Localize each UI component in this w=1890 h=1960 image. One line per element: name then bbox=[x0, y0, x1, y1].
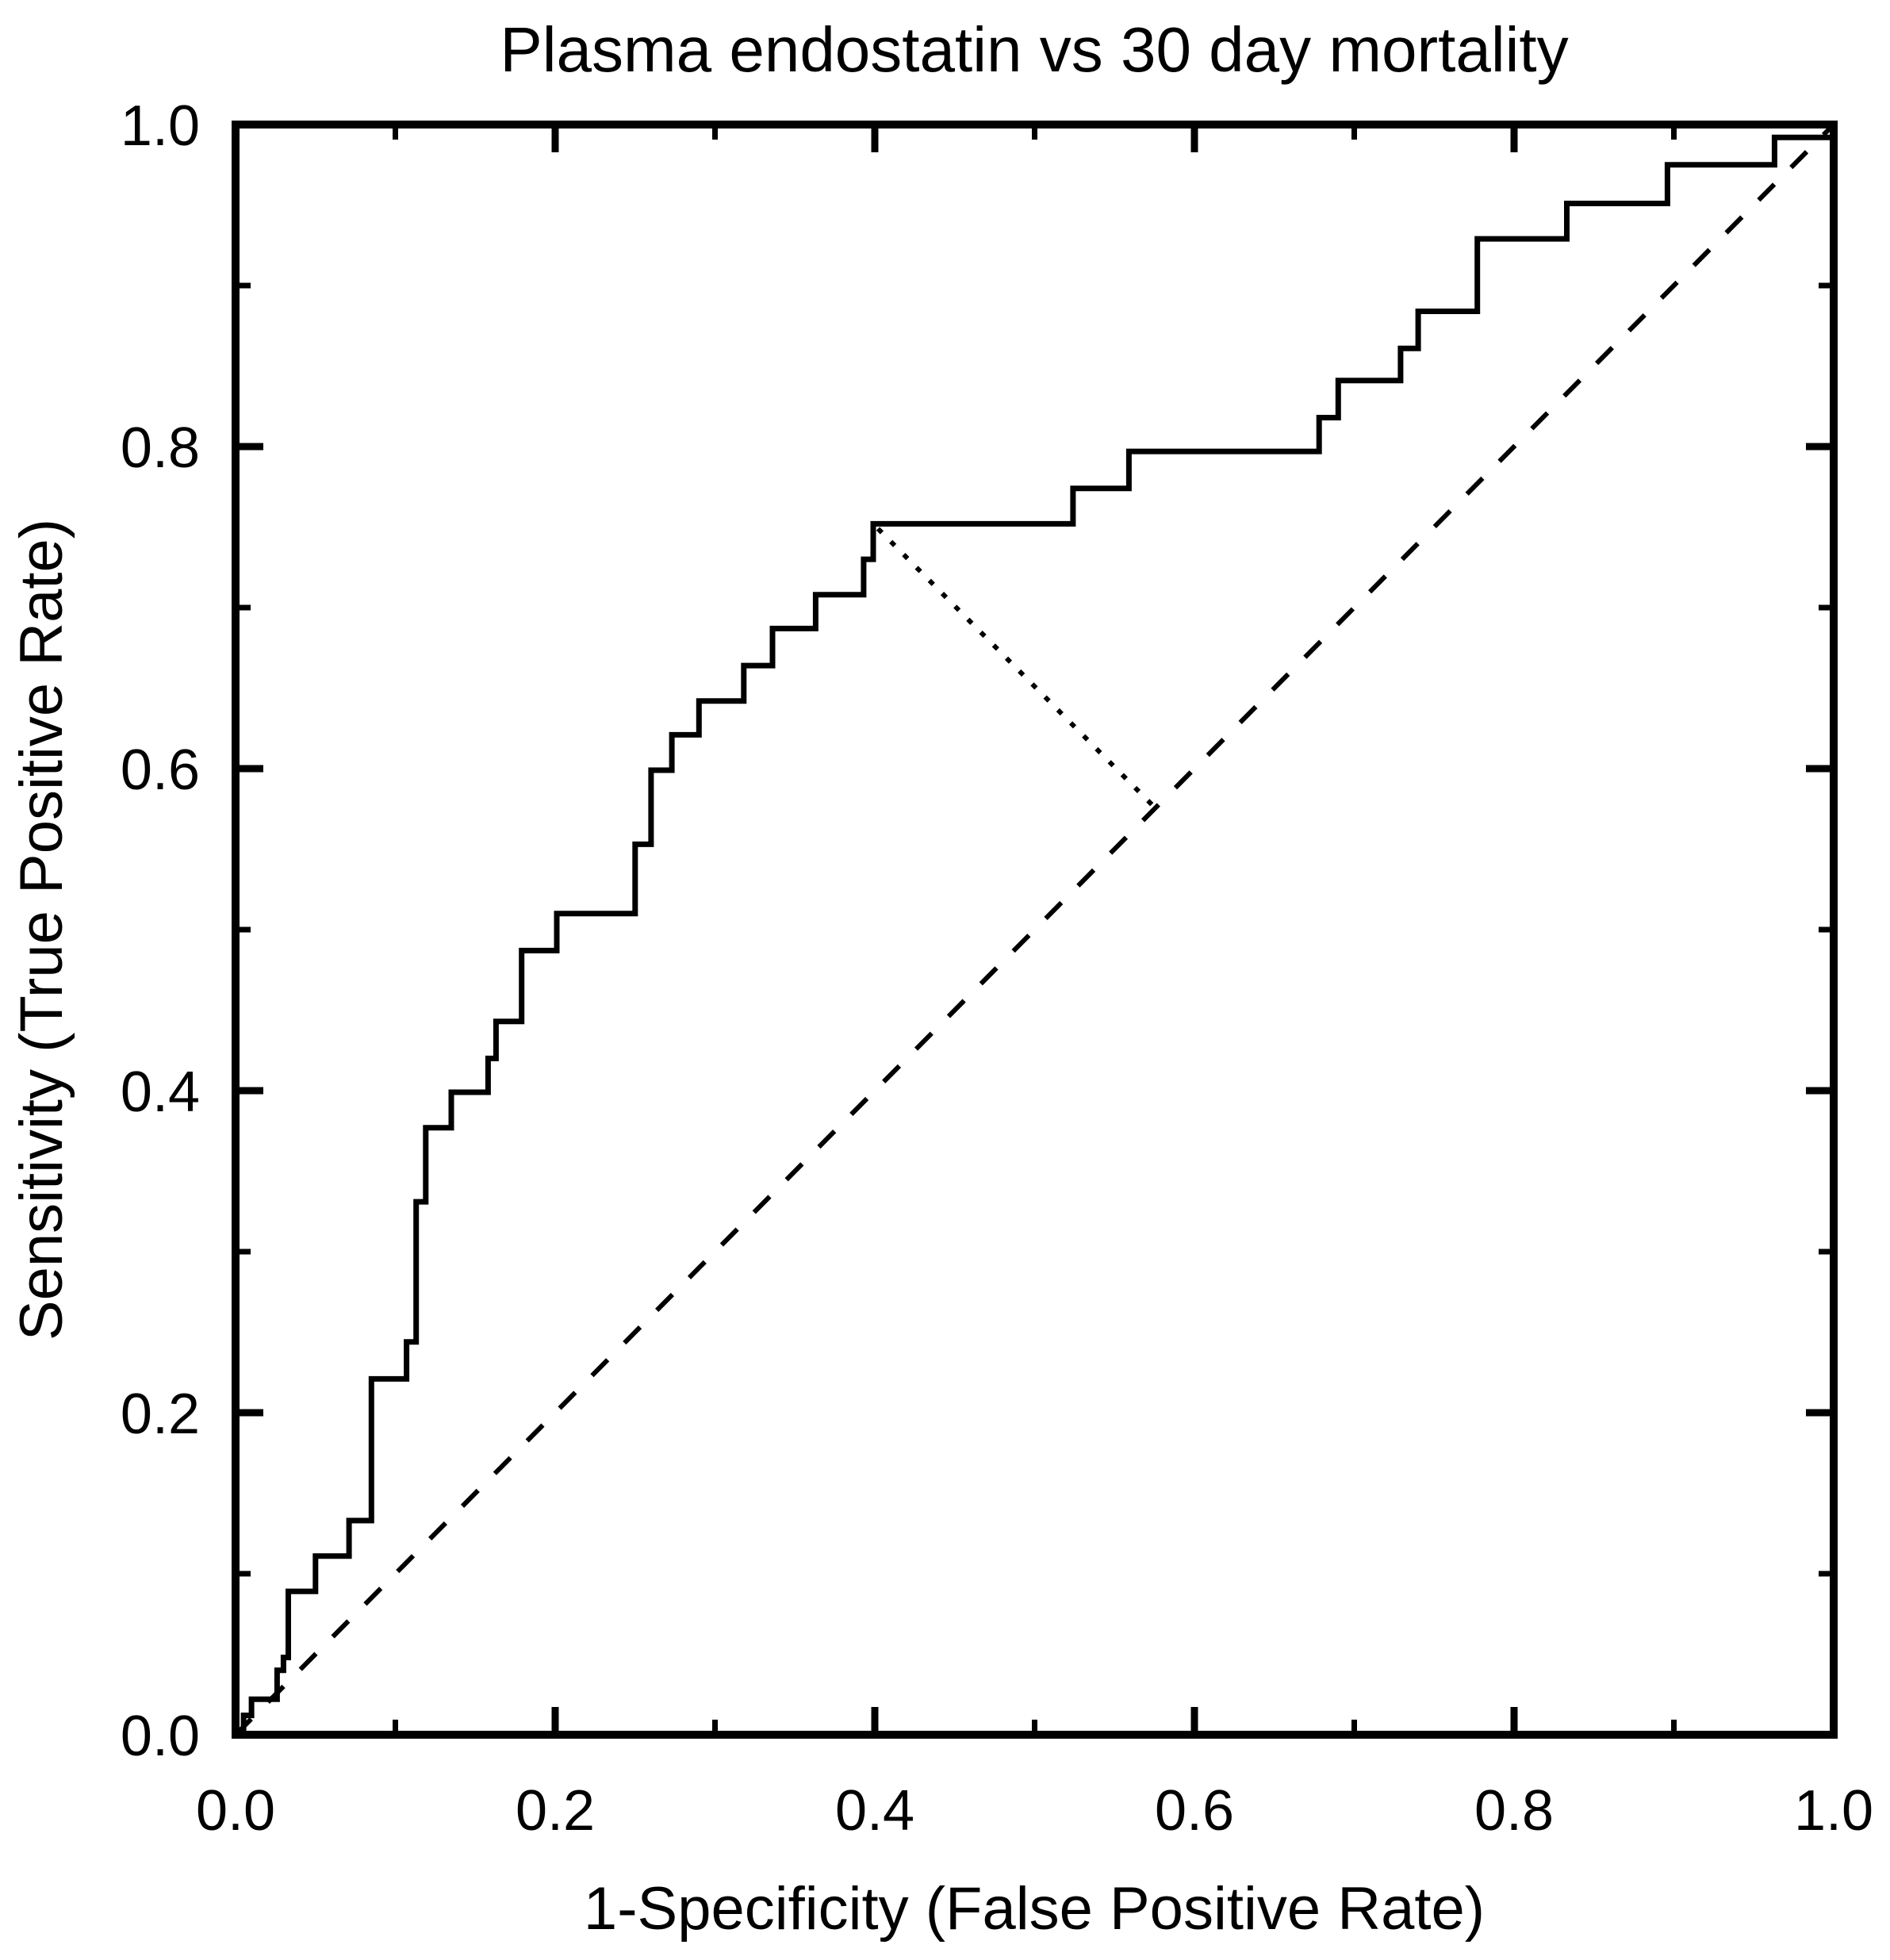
axis-tick-labels: 0.0 0.2 0.4 0.6 0.8 1.0 0.0 0.2 0.4 0.6 0.8 1.0 bbox=[121, 94, 1873, 1843]
x-axis-tick-label: 1.0 bbox=[1794, 1779, 1873, 1843]
optimal-cutoff-dotted-line bbox=[876, 527, 1161, 814]
x-axis-tick-label: 0.4 bbox=[835, 1779, 914, 1843]
x-axis-label: 1-Specificity (False Positive Rate) bbox=[584, 1875, 1485, 1943]
roc-curve-line bbox=[236, 125, 1837, 1738]
x-axis-tick-label: 0.8 bbox=[1474, 1779, 1554, 1843]
y-axis-tick-label: 0.0 bbox=[121, 1705, 200, 1768]
plot-area-border bbox=[232, 121, 1838, 1739]
y-axis-tick-label: 0.4 bbox=[121, 1061, 200, 1124]
y-axis-tick-label: 0.2 bbox=[121, 1383, 200, 1446]
y-axis-tick-label: 0.6 bbox=[121, 738, 200, 802]
x-axis-tick-label: 0.6 bbox=[1155, 1779, 1234, 1843]
plot-series bbox=[233, 122, 1837, 1738]
x-axis-tick-label: 0.0 bbox=[196, 1779, 275, 1843]
y-axis-tick-label: 1.0 bbox=[121, 94, 200, 158]
y-axis-label: Sensitivity (True Positive Rate) bbox=[8, 519, 75, 1341]
chance-diagonal-line bbox=[233, 122, 1836, 1737]
axis-ticks bbox=[232, 121, 1838, 1739]
y-axis-tick-label: 0.8 bbox=[121, 416, 200, 480]
x-axis-tick-label: 0.2 bbox=[516, 1779, 595, 1843]
chart-title: Plasma endostatin vs 30 day mortality bbox=[500, 14, 1568, 85]
